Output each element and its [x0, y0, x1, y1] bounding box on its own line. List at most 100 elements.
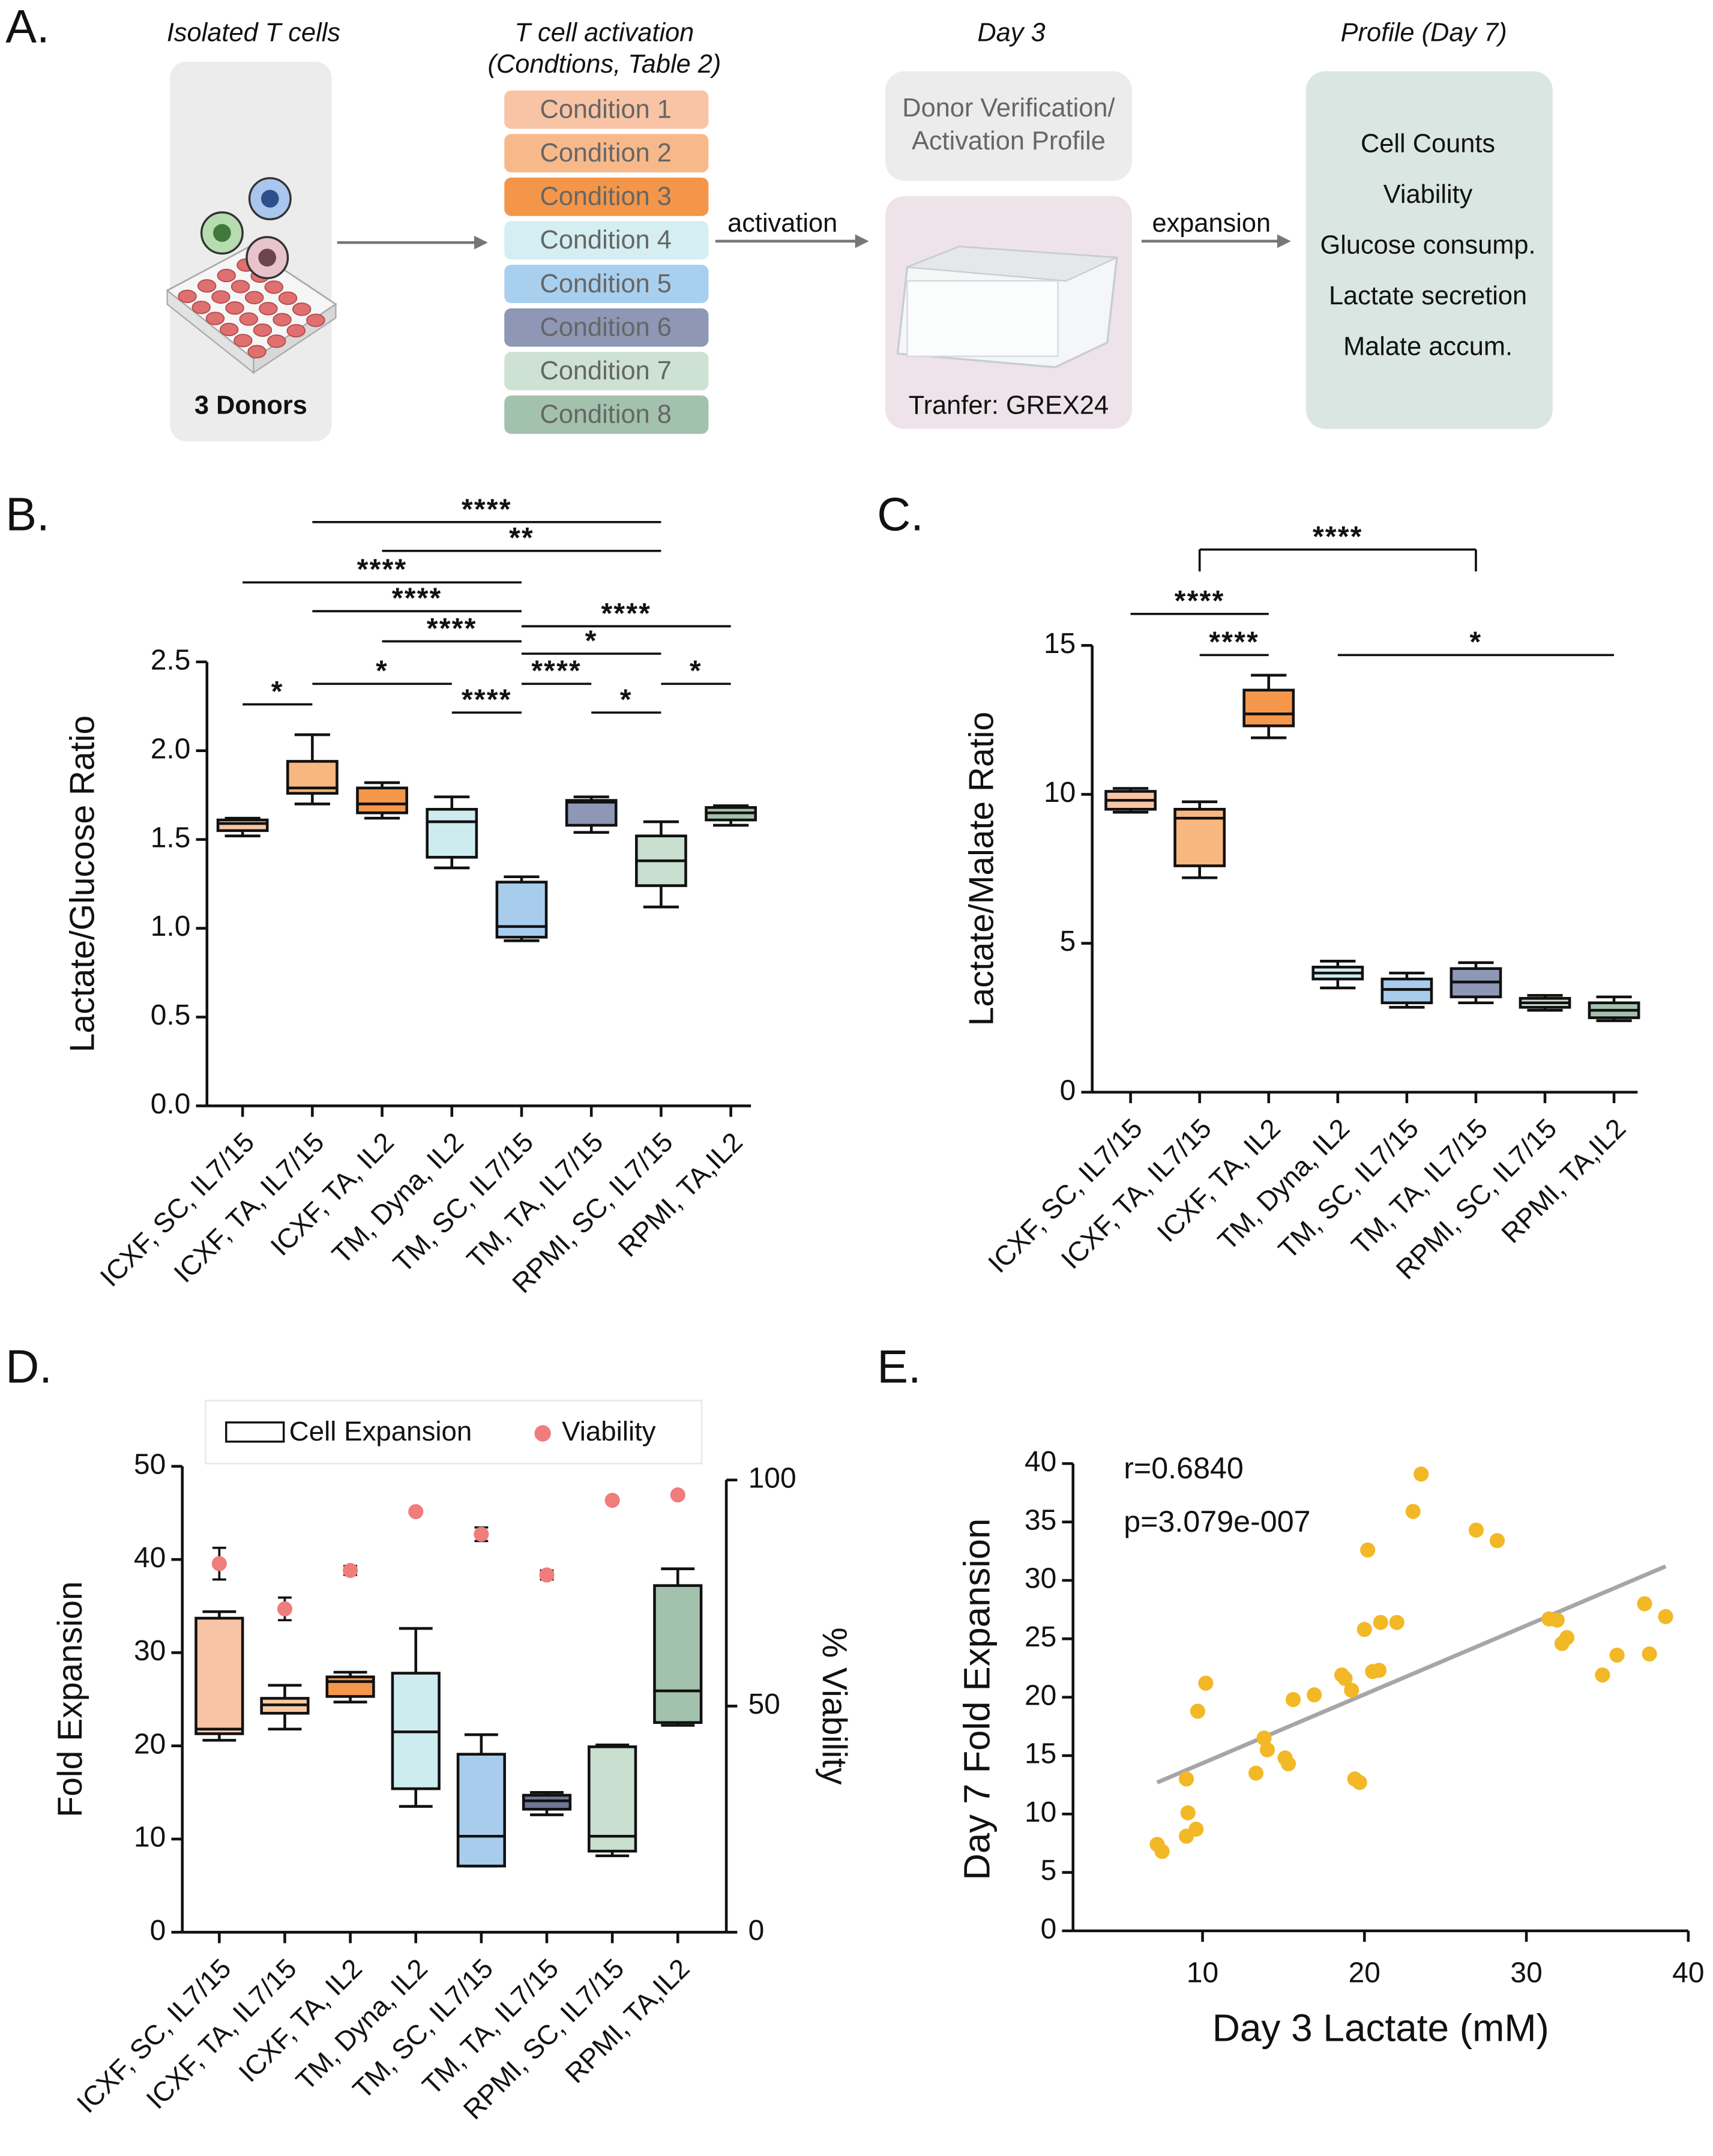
scatter-point: [1280, 1756, 1296, 1772]
significance-label: *: [620, 684, 633, 716]
step-title: T cell activation: [514, 19, 694, 47]
scatter-point: [1337, 1670, 1353, 1687]
x-tick-label: 20: [1349, 1957, 1380, 1989]
y-tick-label: 2.0: [151, 733, 191, 765]
arrow-head: [855, 234, 869, 248]
x-tick-label: 10: [1187, 1957, 1218, 1989]
significance-label: ****: [462, 684, 512, 716]
well: [253, 323, 272, 337]
x-tick-label: 30: [1510, 1957, 1542, 1989]
scatter-point: [1286, 1691, 1301, 1708]
box: [216, 818, 269, 833]
scatter-point: [1256, 1730, 1272, 1746]
profile-item: Cell Counts: [1361, 129, 1495, 158]
scatter-point: [1360, 1542, 1376, 1558]
scatter-point: [1190, 1703, 1206, 1719]
grex-plate: [896, 245, 1118, 369]
condition-box: [504, 352, 709, 391]
condition-label: Condition 2: [540, 139, 672, 167]
scatter-point: [1559, 1630, 1575, 1645]
significance-label: **: [509, 522, 534, 554]
condition-label: Condition 4: [540, 226, 672, 254]
well: [197, 279, 217, 293]
box: [1380, 977, 1433, 1005]
verification-text: Activation Profile: [912, 127, 1106, 155]
y-tick-label: 0: [150, 1915, 166, 1947]
significance-label: ****: [531, 655, 582, 687]
well: [225, 301, 244, 315]
y-tick-label: 5: [1041, 1855, 1057, 1886]
condition-box: [504, 395, 709, 434]
scatter-point: [1389, 1615, 1404, 1630]
verification-card: [885, 71, 1132, 181]
significance-label: ****: [1313, 521, 1363, 553]
y-tick-label: 0.5: [151, 999, 191, 1031]
donors-caption: 3 Donors: [194, 391, 307, 420]
profile-item: Viability: [1383, 180, 1473, 209]
y-axis-title: Fold Expansion: [51, 1581, 89, 1817]
panel-a: A. Isolated T cells 3 Donors T cell acti…: [5, 1, 1553, 442]
well: [247, 345, 266, 359]
box: [356, 786, 408, 815]
legend-swatch-point: [534, 1425, 551, 1442]
profile-card: [1305, 71, 1553, 429]
scatter-point: [1489, 1533, 1505, 1549]
y-tick-label: 30: [134, 1635, 166, 1667]
scatter-point: [1344, 1682, 1359, 1698]
cell-nucleus: [258, 248, 277, 267]
y-tick-label: 20: [134, 1728, 166, 1760]
y-tick-label: 15: [1025, 1738, 1056, 1770]
panel-label: D.: [5, 1341, 52, 1393]
legend-swatch-box: [225, 1421, 285, 1443]
profile-item: Glucose consump.: [1320, 230, 1536, 259]
step-title: (Condtions, Table 2): [487, 50, 721, 79]
condition-box: [504, 265, 709, 304]
box: [325, 1675, 375, 1698]
scatter-point: [1198, 1675, 1214, 1691]
scatter-point: [1259, 1742, 1275, 1757]
y-tick-label: 50: [748, 1688, 780, 1720]
well: [239, 312, 259, 326]
scatter-point: [1468, 1522, 1484, 1538]
y-axis-title: Day 7 Fold Expansion: [957, 1519, 998, 1880]
significance-label: ****: [392, 583, 442, 615]
y-tick-label: 10: [134, 1822, 166, 1853]
y-tick-label: 10: [1025, 1796, 1056, 1828]
well: [217, 268, 236, 283]
viability-point: [408, 1504, 424, 1520]
box: [1242, 688, 1295, 727]
profile-item: Malate accum.: [1343, 332, 1513, 361]
condition-box: [504, 90, 709, 129]
scatter-point: [1549, 1612, 1565, 1628]
y-tick-label: 15: [1044, 628, 1076, 660]
well: [278, 291, 298, 305]
y-tick-label: 40: [1025, 1446, 1056, 1478]
y-tick-label: 50: [134, 1449, 166, 1481]
plate-top: [907, 245, 1118, 282]
viability-point: [211, 1556, 227, 1571]
transfer-text: Tranfer: GREX24: [909, 391, 1109, 420]
scatter-point: [1637, 1596, 1652, 1612]
y-tick-label: 5: [1060, 926, 1076, 957]
scatter-point: [1371, 1663, 1387, 1678]
significance-label: *: [271, 676, 284, 708]
viability-point: [343, 1562, 358, 1578]
fit-line: [1156, 1564, 1667, 1784]
viability-point: [277, 1601, 293, 1617]
condition-label: Condition 1: [540, 95, 672, 124]
condition-label: Condition 6: [540, 313, 672, 342]
y-tick-label: 0.0: [151, 1088, 191, 1120]
significance-label: ****: [427, 613, 477, 645]
legend-label: Viability: [562, 1416, 656, 1447]
cell-nucleus: [260, 190, 279, 208]
well: [264, 280, 284, 294]
x-tick-label: 40: [1672, 1957, 1704, 1989]
step-title: Isolated T cells: [167, 19, 340, 47]
scatter-point: [1188, 1821, 1204, 1837]
y-axis-title: Lactate/Malate Ratio: [962, 712, 1001, 1026]
box: [522, 1793, 572, 1811]
well: [306, 313, 325, 327]
viability-point: [539, 1567, 555, 1583]
viability-point: [474, 1526, 489, 1542]
well: [219, 322, 239, 337]
